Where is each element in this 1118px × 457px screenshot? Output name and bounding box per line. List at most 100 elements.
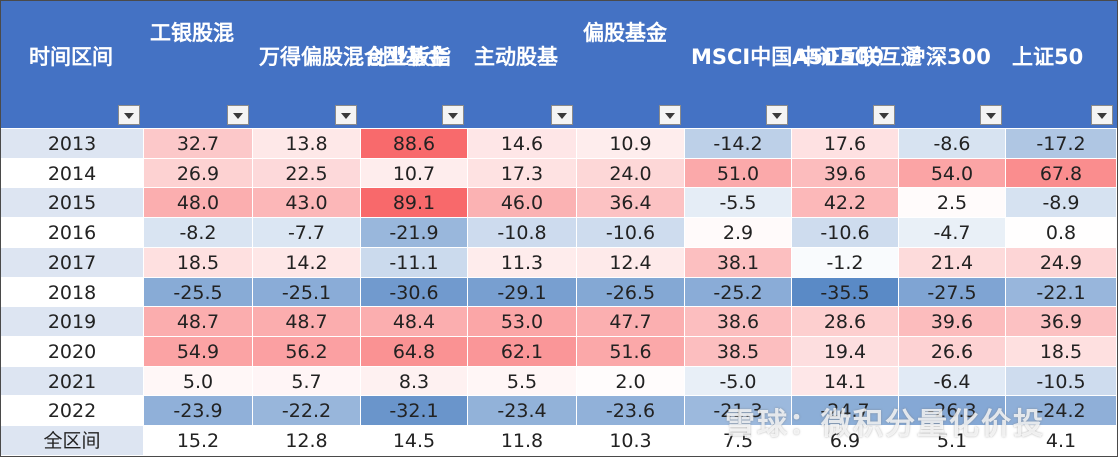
filter-dropdown-button[interactable] bbox=[873, 105, 895, 125]
filter-dropdown-button[interactable] bbox=[551, 105, 573, 125]
value-cell: 14.6 bbox=[468, 129, 577, 158]
filter-dropdown-button[interactable] bbox=[335, 105, 357, 125]
row-separator bbox=[1, 306, 1117, 308]
value-cell: 15.2 bbox=[144, 426, 253, 455]
value-cell: -14.2 bbox=[685, 129, 792, 158]
row-label: 2020 bbox=[1, 336, 144, 366]
value-cell: 2.5 bbox=[899, 188, 1006, 218]
value-cell: -10.6 bbox=[577, 218, 685, 248]
row-label: 2017 bbox=[1, 247, 144, 277]
value-cell: 17.6 bbox=[792, 129, 899, 158]
column-header-8: 沪深300 bbox=[899, 1, 1006, 128]
value-cell: 17.3 bbox=[468, 158, 577, 188]
value-cell: -23.6 bbox=[577, 396, 685, 426]
filter-dropdown-button[interactable] bbox=[980, 105, 1002, 125]
value-cell: 11.8 bbox=[468, 426, 577, 455]
row-separator bbox=[1, 335, 1117, 337]
column-header-text: 中证500 bbox=[798, 45, 884, 69]
value-cell: -21.3 bbox=[685, 396, 792, 426]
value-cell: 12.8 bbox=[253, 426, 361, 455]
value-cell: -22.1 bbox=[1006, 277, 1117, 307]
value-cell: 14.2 bbox=[253, 247, 361, 277]
value-cell: -5.5 bbox=[685, 188, 792, 218]
value-cell: 10.3 bbox=[577, 426, 685, 455]
value-cell: -25.1 bbox=[253, 277, 361, 307]
value-cell: 48.7 bbox=[253, 307, 361, 337]
value-cell: -10.6 bbox=[792, 218, 899, 248]
value-cell: -25.5 bbox=[144, 277, 253, 307]
filter-dropdown-button[interactable] bbox=[118, 105, 140, 125]
value-cell: 0.8 bbox=[1006, 218, 1117, 248]
value-cell: -8.2 bbox=[144, 218, 253, 248]
value-cell: 2.9 bbox=[685, 218, 792, 248]
row-label: 2021 bbox=[1, 366, 144, 396]
value-cell: 5.1 bbox=[899, 426, 1006, 455]
column-header-text: 创业板指 bbox=[367, 45, 451, 69]
value-cell: 6.9 bbox=[792, 426, 899, 455]
value-cell: 47.7 bbox=[577, 307, 685, 337]
table-row: 2021 5.0 5.7 8.3 5.5 2.0 -5.0 14.1 -6.4 -10.5 bbox=[1, 366, 1117, 397]
column-header-6: MSCI中国A50互联互通 bbox=[685, 1, 922, 128]
filter-dropdown-button[interactable] bbox=[227, 105, 249, 125]
value-cell: 26.9 bbox=[144, 158, 253, 188]
filter-dropdown-button[interactable] bbox=[659, 105, 681, 125]
row-label: 2016 bbox=[1, 218, 144, 248]
value-cell: 39.6 bbox=[899, 307, 1006, 337]
value-cell: -6.4 bbox=[899, 366, 1006, 396]
column-header-5: 偏股基金 bbox=[577, 1, 685, 128]
column-header-text: 时间区间 bbox=[29, 45, 113, 69]
column-header-2: 万得偏股混合型基金 bbox=[253, 1, 448, 128]
value-cell: 62.1 bbox=[468, 336, 577, 366]
value-cell: -17.2 bbox=[1006, 129, 1117, 158]
table-row: 2013 32.7 13.8 88.6 14.6 10.9 -14.2 17.6 -8.6 -17… bbox=[1, 129, 1117, 159]
value-cell: 38.5 bbox=[685, 336, 792, 366]
column-header-9: 上证50 bbox=[1006, 1, 1117, 128]
row-separator bbox=[1, 365, 1117, 367]
row-separator bbox=[1, 157, 1117, 159]
value-cell: -23.4 bbox=[468, 396, 577, 426]
value-cell: -10.5 bbox=[1006, 366, 1117, 396]
table-row: 2015 48.0 43.0 89.1 46.0 36.4 -5.5 42.2 2.5 -8.9 bbox=[1, 188, 1117, 218]
value-cell: -29.1 bbox=[468, 277, 577, 307]
filter-dropdown-button[interactable] bbox=[766, 105, 788, 125]
row-label: 2022 bbox=[1, 396, 144, 426]
value-cell: 46.0 bbox=[468, 188, 577, 218]
value-cell: 18.5 bbox=[144, 247, 253, 277]
column-header-4: 主动股基 bbox=[468, 1, 577, 128]
filter-dropdown-button[interactable] bbox=[1091, 105, 1113, 125]
column-header-7: 中证500 bbox=[792, 1, 899, 128]
value-cell: 54.9 bbox=[144, 336, 253, 366]
row-label: 2018 bbox=[1, 277, 144, 307]
value-cell: 64.8 bbox=[361, 336, 468, 366]
value-cell: 10.9 bbox=[577, 129, 685, 158]
value-cell: 5.5 bbox=[468, 366, 577, 396]
column-header-1: 工银股混 bbox=[144, 1, 253, 128]
value-cell: -25.2 bbox=[685, 277, 792, 307]
value-cell: 13.8 bbox=[253, 129, 361, 158]
value-cell: -11.1 bbox=[361, 247, 468, 277]
filter-dropdown-button[interactable] bbox=[442, 105, 464, 125]
value-cell: -26.3 bbox=[899, 396, 1006, 426]
table-row: 2020 54.9 56.2 64.8 62.1 51.6 38.5 19.4 26.6 18.5 bbox=[1, 336, 1117, 367]
value-cell: 67.8 bbox=[1006, 158, 1117, 188]
row-label: 2019 bbox=[1, 307, 144, 337]
value-cell: -8.6 bbox=[899, 129, 1006, 158]
value-cell: 38.1 bbox=[685, 247, 792, 277]
value-cell: 18.5 bbox=[1006, 336, 1117, 366]
column-header-text: 上证50 bbox=[1012, 45, 1084, 69]
value-cell: 21.4 bbox=[899, 247, 1006, 277]
value-cell: 39.6 bbox=[792, 158, 899, 188]
row-separator bbox=[1, 217, 1117, 219]
value-cell: 5.0 bbox=[144, 366, 253, 396]
value-cell: -1.2 bbox=[792, 247, 899, 277]
value-cell: 22.5 bbox=[253, 158, 361, 188]
value-cell: -5.0 bbox=[685, 366, 792, 396]
value-cell: -32.1 bbox=[361, 396, 468, 426]
value-cell: 48.7 bbox=[144, 307, 253, 337]
row-separator bbox=[1, 425, 1117, 426]
row-label: 全区间 bbox=[1, 426, 144, 455]
value-cell: 53.0 bbox=[468, 307, 577, 337]
column-header-0: 时间区间 bbox=[1, 1, 144, 128]
value-cell: 7.5 bbox=[685, 426, 792, 455]
